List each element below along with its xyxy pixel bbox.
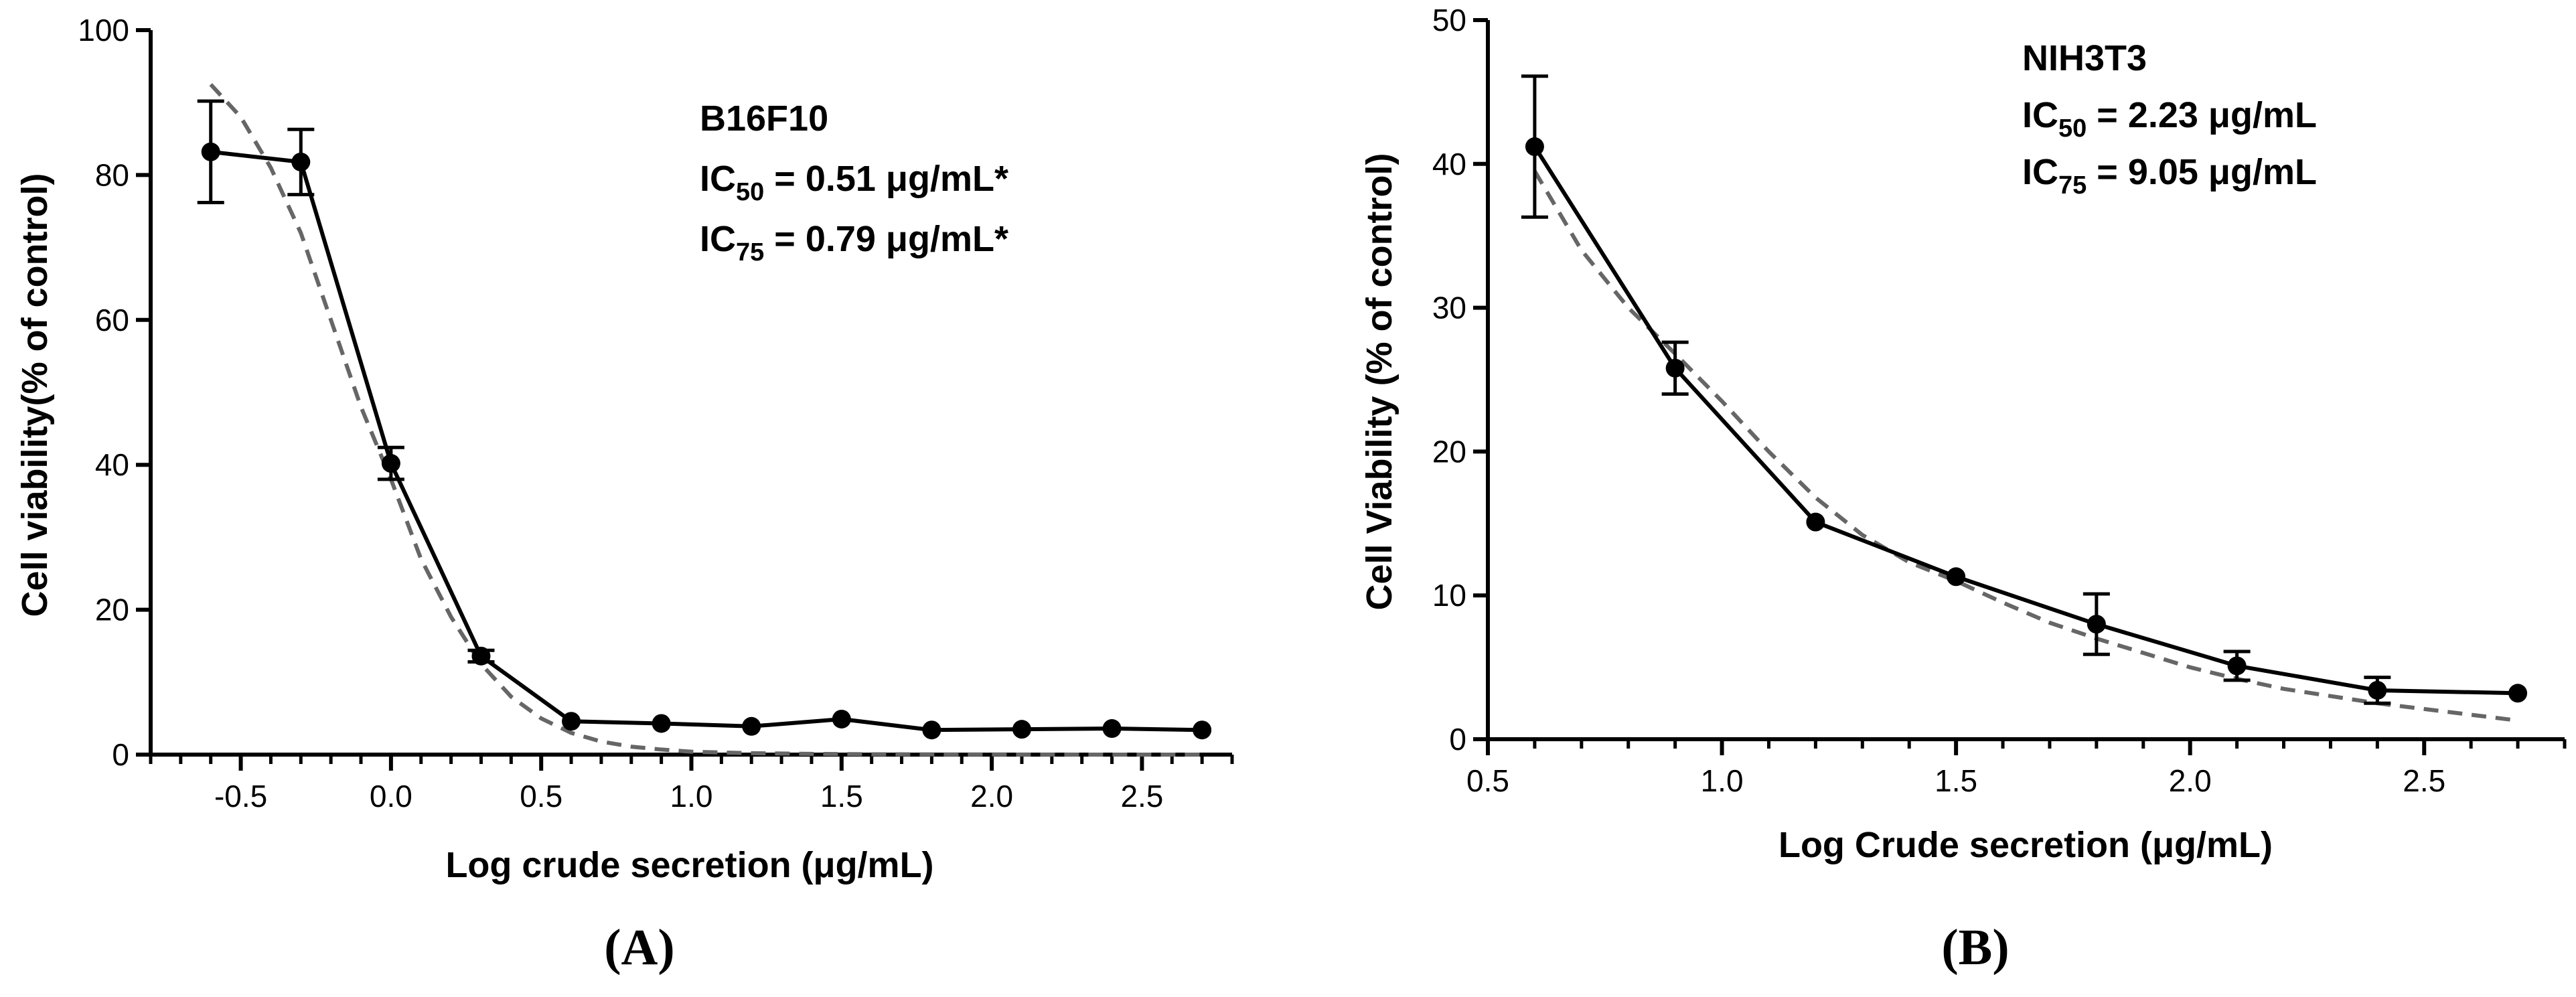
panel-a-data-point <box>291 152 311 171</box>
panel-a-data-point <box>381 454 400 473</box>
panel-a-y-axis-title: Cell viability(% of control) <box>15 173 55 617</box>
panel-a-y-tick-label: 40 <box>95 447 129 482</box>
panel-b-y-tick-label: 30 <box>1432 291 1466 325</box>
panel-b-panel-label: (B) <box>1941 919 2009 976</box>
panel-b-x-tick-label: 2.5 <box>2403 763 2445 798</box>
panel-a-data-point <box>1193 720 1212 740</box>
panel-a-chart: 0 20 40 60 80 100 -0.5 0.0 0.5 1.0 1.5 2.0 2.5 Log cr… <box>15 13 1234 976</box>
panel-a-data-point <box>832 709 851 728</box>
panel-a-x-tick-label: -0.5 <box>214 779 267 814</box>
panel-a-x-tick-label: 2.5 <box>1120 779 1163 814</box>
panel-b-x-tick-label: 1.5 <box>1935 763 1977 798</box>
panel-a-data-point <box>1102 719 1122 739</box>
panel-a-x-tick-label: 1.5 <box>820 779 863 814</box>
panel-b-y-tick-label: 40 <box>1432 147 1466 181</box>
panel-a-data-line <box>210 149 1203 733</box>
panel-a-fit-curve <box>209 83 1203 757</box>
panel-b-y-tick-label: 20 <box>1432 434 1466 469</box>
panel-b-x-axis-title: Log Crude secretion (μg/mL) <box>1778 825 2273 865</box>
panel-a-y-tick-label: 80 <box>95 157 129 192</box>
panel-a-cell-line-label: B16F10 <box>700 98 828 139</box>
panel-a-ic50-label: IC50 = 0.51 μg/mL* <box>700 159 1008 206</box>
panel-a-x-tick-label: 0.0 <box>370 779 412 814</box>
panel-b-x-tick-label: 1.0 <box>1701 763 1744 798</box>
panel-a-data-point <box>922 720 941 740</box>
panel-b-y-axis-title: Cell Viability (% of control) <box>1359 153 1399 610</box>
panel-b-ic75-label: IC75 = 9.05 μg/mL <box>2022 152 2317 200</box>
panel-b-y-tick-label: 10 <box>1432 578 1466 613</box>
panel-a-data-point <box>1012 720 1031 739</box>
panel-a-y-tick-label: 100 <box>78 13 129 48</box>
panel-a-data-point <box>652 714 671 733</box>
panel-a-y-tick-label: 20 <box>95 593 129 627</box>
panel-b-y-tick-label: 0 <box>1449 722 1466 757</box>
panel-b-cell-line-label: NIH3T3 <box>2022 38 2147 78</box>
panel-b-x-tick-label: 2.0 <box>2169 763 2212 798</box>
panel-b-data-point <box>2227 656 2247 676</box>
panel-a-x-tick-label: 0.5 <box>520 779 562 814</box>
panel-b-data-point <box>1665 358 1685 378</box>
panel-b-data-point <box>2508 684 2528 703</box>
panel-a-y-tick-label: 0 <box>112 737 129 772</box>
panel-b-data-point <box>2087 615 2106 634</box>
panel-b-fit-curve <box>1533 170 2518 723</box>
panel-a-x-tick-label: 1.0 <box>670 779 713 814</box>
panel-b-data-point <box>1806 512 1825 532</box>
panel-a-ic75-label: IC75 = 0.79 μg/mL* <box>700 219 1008 266</box>
panel-a-data-point <box>201 142 220 161</box>
panel-b-x-tick-label: 0.5 <box>1466 763 1509 798</box>
panel-a-data-point <box>471 646 491 666</box>
panel-b-chart: 0 10 20 30 40 50 0.5 1.0 1.5 2.0 2.5 Log Crude secr… <box>1359 3 2567 976</box>
panel-b-data-point <box>2368 680 2387 700</box>
panel-a-x-tick-label: 2.0 <box>970 779 1013 814</box>
panel-b-ic50-label: IC50 = 2.23 μg/mL <box>2022 95 2317 143</box>
panel-a-panel-label: (A) <box>604 919 675 976</box>
panel-a-data-point <box>562 712 581 731</box>
panel-a-data-point <box>742 716 761 736</box>
panel-b-data-point <box>1525 137 1544 157</box>
panel-b-y-tick-label: 50 <box>1432 3 1466 37</box>
panel-a-y-tick-label: 60 <box>95 303 129 337</box>
panel-a-x-axis-title: Log crude secretion (μg/mL) <box>445 845 933 885</box>
panel-b-data-line <box>1533 145 2518 696</box>
panel-b-data-point <box>1947 567 1966 587</box>
